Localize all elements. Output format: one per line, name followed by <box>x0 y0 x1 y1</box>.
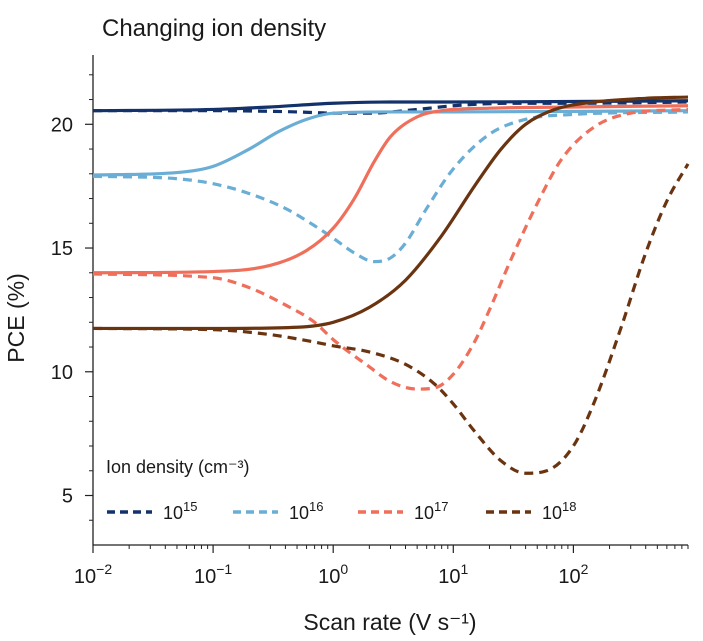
x-tick-label: 101 <box>438 561 468 588</box>
series-line-10-17-solid <box>92 104 689 275</box>
series-line-10-16-dashed <box>92 110 689 264</box>
legend: Ion density (cm⁻³) 1015 1016 1017 1018 <box>106 457 577 523</box>
y-tick-label: 15 <box>51 238 73 260</box>
y-axis: 5 10 15 20 <box>51 74 93 521</box>
y-tick-label: 10 <box>51 362 73 384</box>
x-tick-label: 100 <box>318 561 348 588</box>
series-line-10-17-dashed <box>92 107 689 391</box>
series-layer <box>92 95 690 475</box>
legend-title: Ion density (cm⁻³) <box>106 457 250 477</box>
legend-label: 1016 <box>289 499 324 523</box>
series-line-10-18-dashed <box>92 163 690 475</box>
x-tick-label: 102 <box>558 561 588 588</box>
series-line-10-18-solid <box>92 95 689 331</box>
series-line-10-15-dashed <box>92 100 689 115</box>
y-axis-label: PCE (%) <box>3 273 29 362</box>
legend-label: 1018 <box>542 499 577 523</box>
x-axis-label: Scan rate (V s⁻¹) <box>303 609 476 635</box>
legend-label: 1017 <box>414 499 449 523</box>
y-tick-label: 20 <box>51 114 73 136</box>
x-axis: 10−2 10−1 100 101 102 <box>74 545 689 588</box>
y-tick-label: 5 <box>62 486 73 508</box>
x-tick-label: 10−2 <box>74 561 112 588</box>
x-tick-label: 10−1 <box>194 561 232 588</box>
series-line-10-16-solid <box>92 109 689 177</box>
chart-title: Changing ion density <box>102 15 326 42</box>
legend-label: 1015 <box>163 499 198 523</box>
